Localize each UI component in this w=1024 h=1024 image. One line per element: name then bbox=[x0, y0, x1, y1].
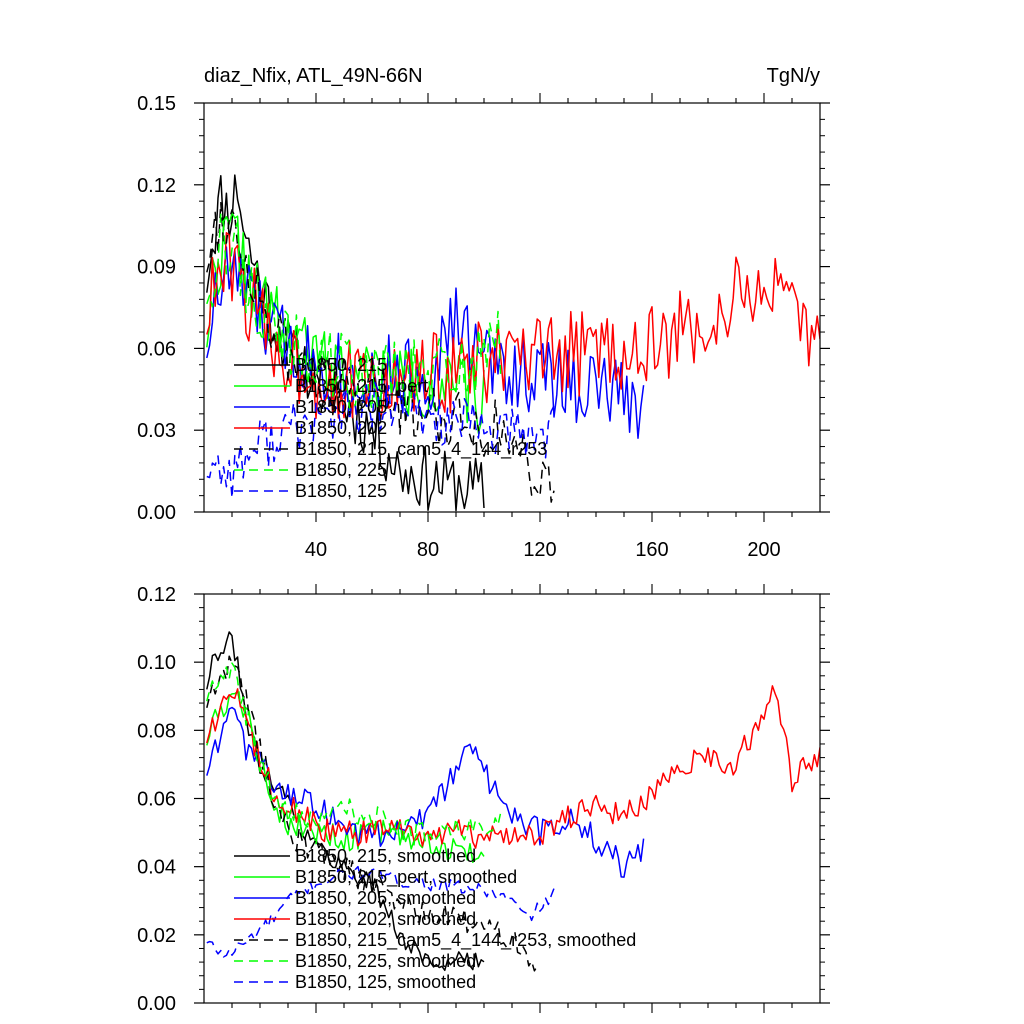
y-tick-label: 0.06 bbox=[137, 789, 176, 811]
bottom-panel: 0.00 0.02 0.04 0.06 0.08 0.10 0.12 B1850, 215, … bbox=[137, 584, 830, 1015]
y-tick-label: 0.03 bbox=[137, 420, 176, 442]
legend-label: B1850, 205 bbox=[295, 397, 387, 417]
y-tick-label: 0.04 bbox=[137, 857, 176, 879]
series-lines bbox=[206, 631, 820, 972]
legend-label: B1850, 215_cam5_4_144_r253 bbox=[295, 439, 547, 460]
legend-label: B1850, 215_pert, smoothed bbox=[295, 867, 517, 888]
series-line-3 bbox=[206, 231, 820, 421]
series-line-4 bbox=[206, 655, 541, 972]
legend-label: B1850, 215_cam5_4_144_r253, smoothed bbox=[295, 930, 636, 951]
y-tick-label: 0.12 bbox=[137, 175, 176, 197]
y-tick-label: 0.09 bbox=[137, 257, 176, 279]
units-label: TgN/y bbox=[767, 65, 820, 87]
x-tick-label: 160 bbox=[635, 539, 668, 561]
series-line-0 bbox=[206, 174, 485, 512]
series-lines bbox=[206, 174, 820, 512]
series-line-4 bbox=[206, 202, 555, 503]
y-tick-label: 0.00 bbox=[137, 993, 176, 1015]
y-tick-label: 0.02 bbox=[137, 925, 176, 947]
series-line-6 bbox=[206, 381, 555, 499]
y-tick-label: 0.00 bbox=[137, 502, 176, 524]
legend-label: B1850, 202, smoothed bbox=[295, 909, 476, 929]
series-line-2 bbox=[206, 246, 645, 439]
series-line-5 bbox=[206, 213, 502, 410]
legend-label: B1850, 225, smoothed bbox=[295, 951, 476, 971]
y-tick-label: 0.15 bbox=[137, 93, 176, 115]
y-tick-label: 0.08 bbox=[137, 720, 176, 742]
series-line-5 bbox=[206, 662, 502, 846]
legend-label: B1850, 202 bbox=[295, 418, 387, 438]
y-tick-label: 0.06 bbox=[137, 338, 176, 360]
y-tick-label: 0.12 bbox=[137, 584, 176, 606]
x-tick-label: 200 bbox=[747, 539, 780, 561]
y-tick-label: 0.10 bbox=[137, 652, 176, 674]
series-line-1 bbox=[206, 690, 485, 863]
legend-label: B1850, 215_pert bbox=[295, 376, 428, 397]
chart-title: diaz_Nfix, ATL_49N-66N bbox=[204, 65, 423, 87]
legend-label: B1850, 125 bbox=[295, 481, 387, 501]
legend-label: B1850, 225 bbox=[295, 460, 387, 480]
series-line-3 bbox=[206, 685, 820, 849]
x-tick-label: 40 bbox=[305, 539, 327, 561]
legend-label: B1850, 205, smoothed bbox=[295, 888, 476, 908]
legend-label: B1850, 215 bbox=[295, 355, 387, 375]
series-line-6 bbox=[206, 865, 555, 958]
top-panel: diaz_Nfix, ATL_49N-66N TgN/y 0.00 0.03 0.06 0… bbox=[137, 65, 830, 561]
series-line-2 bbox=[206, 706, 645, 878]
x-tick-label: 80 bbox=[417, 539, 439, 561]
x-tick-label: 120 bbox=[523, 539, 556, 561]
legend-label: B1850, 215, smoothed bbox=[295, 846, 476, 866]
legend-label: B1850, 125, smoothed bbox=[295, 972, 476, 992]
